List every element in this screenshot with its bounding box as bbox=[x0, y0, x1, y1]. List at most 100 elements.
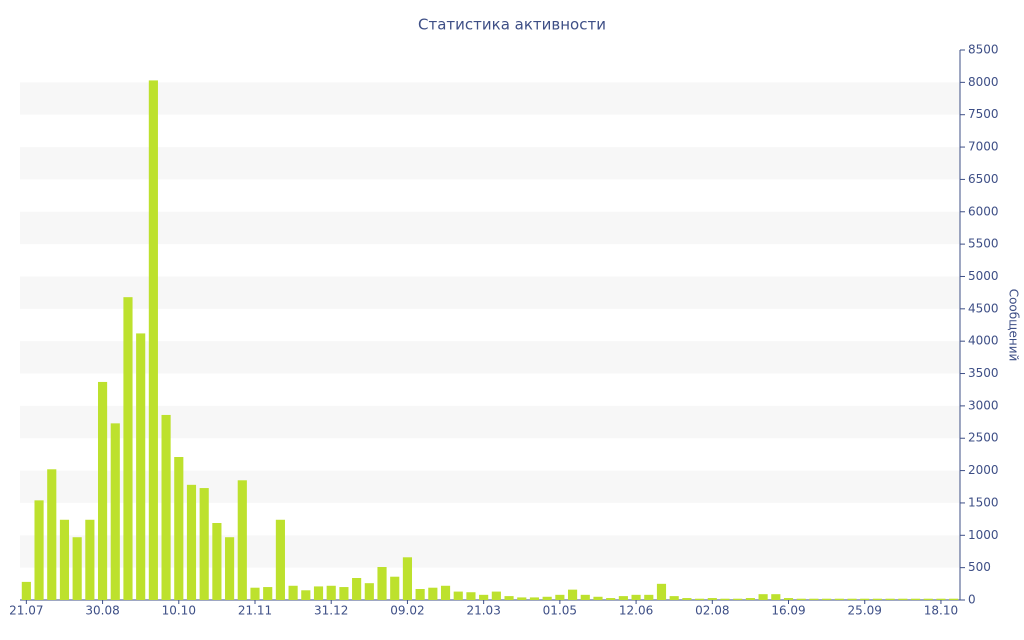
bar bbox=[656, 583, 667, 600]
y-tick-label: 6500 bbox=[968, 172, 999, 186]
bar bbox=[733, 598, 743, 600]
bar bbox=[212, 523, 222, 600]
bar bbox=[822, 598, 832, 600]
bar bbox=[720, 598, 730, 600]
y-tick-label: 3000 bbox=[968, 398, 999, 412]
y-tick-label: 8500 bbox=[968, 43, 999, 57]
bar bbox=[390, 576, 400, 600]
bar bbox=[771, 594, 781, 600]
bar bbox=[136, 333, 146, 600]
bar bbox=[263, 587, 273, 600]
bar bbox=[580, 594, 590, 600]
bar bbox=[97, 381, 108, 600]
x-tick-label: 21.07 bbox=[9, 604, 43, 618]
y-tick-label: 4500 bbox=[968, 301, 999, 315]
y-tick-label: 7000 bbox=[968, 140, 999, 154]
bar bbox=[567, 589, 578, 600]
y-tick-label: 2000 bbox=[968, 463, 999, 477]
x-tick-label: 21.03 bbox=[466, 604, 500, 618]
bar bbox=[491, 591, 501, 600]
bar bbox=[466, 592, 476, 600]
bar bbox=[707, 598, 717, 600]
bar bbox=[898, 598, 908, 600]
bar bbox=[225, 537, 235, 600]
bar bbox=[250, 587, 260, 600]
bar bbox=[34, 500, 44, 600]
bar bbox=[402, 557, 413, 600]
bar bbox=[555, 594, 565, 600]
x-tick-label: 31.12 bbox=[314, 604, 348, 618]
bar bbox=[910, 598, 921, 600]
bar bbox=[339, 587, 349, 600]
bar bbox=[631, 594, 641, 600]
bar bbox=[377, 567, 387, 600]
grid-band bbox=[20, 276, 960, 309]
bar bbox=[428, 587, 438, 600]
y-axis-title: Сообщений bbox=[1007, 289, 1021, 362]
bar bbox=[758, 594, 768, 600]
x-tick-label: 09.02 bbox=[390, 604, 424, 618]
y-tick-label: 2500 bbox=[968, 431, 999, 445]
x-tick-label: 10.10 bbox=[162, 604, 196, 618]
x-tick-label: 30.08 bbox=[85, 604, 119, 618]
grid-band bbox=[20, 211, 960, 245]
bar bbox=[644, 594, 654, 600]
bar bbox=[834, 598, 844, 600]
bar bbox=[59, 519, 70, 600]
y-tick-label: 4000 bbox=[968, 334, 999, 348]
chart-title: Статистика активности bbox=[418, 16, 606, 34]
bar bbox=[593, 596, 603, 600]
grid-band bbox=[20, 535, 960, 568]
x-tick-label: 16.09 bbox=[771, 604, 805, 618]
grid-band bbox=[20, 82, 960, 115]
bar bbox=[123, 297, 133, 600]
bar bbox=[352, 578, 362, 600]
bar bbox=[745, 598, 755, 600]
bar bbox=[110, 423, 120, 600]
x-tick-label: 25.09 bbox=[848, 604, 882, 618]
y-tick-label: 1000 bbox=[968, 528, 999, 542]
y-tick-label: 8000 bbox=[968, 75, 999, 89]
bar bbox=[85, 519, 95, 600]
bar bbox=[923, 598, 933, 600]
y-tick-label: 500 bbox=[968, 560, 991, 574]
bar bbox=[529, 597, 540, 600]
bar bbox=[809, 598, 819, 600]
y-tick-label: 0 bbox=[968, 593, 976, 607]
bar bbox=[517, 597, 527, 600]
y-tick-label: 1500 bbox=[968, 495, 999, 509]
bar bbox=[186, 484, 197, 600]
bar bbox=[148, 80, 158, 601]
bar bbox=[885, 598, 895, 600]
bar bbox=[949, 598, 959, 600]
bar bbox=[313, 586, 324, 600]
x-tick-label: 01.05 bbox=[543, 604, 577, 618]
bar bbox=[161, 414, 171, 600]
bar bbox=[237, 480, 247, 600]
x-tick-label: 18.10 bbox=[924, 604, 958, 618]
x-tick-label: 21.11 bbox=[238, 604, 272, 618]
bar bbox=[479, 594, 489, 600]
x-tick-label: 12.06 bbox=[619, 604, 653, 618]
y-tick-label: 6000 bbox=[968, 204, 999, 218]
y-tick-label: 3500 bbox=[968, 366, 999, 380]
bar bbox=[618, 596, 628, 600]
bar bbox=[440, 585, 451, 600]
bar bbox=[364, 583, 374, 600]
bar bbox=[301, 590, 311, 600]
bar bbox=[872, 598, 883, 600]
y-tick-label: 5500 bbox=[968, 237, 999, 251]
grid-band bbox=[20, 341, 960, 374]
bar bbox=[936, 598, 946, 600]
bar bbox=[453, 591, 463, 600]
y-tick-label: 5000 bbox=[968, 269, 999, 283]
x-tick-label: 02.08 bbox=[695, 604, 729, 618]
bar bbox=[860, 598, 870, 600]
bar bbox=[783, 598, 794, 600]
bar bbox=[504, 596, 514, 600]
grid-band bbox=[20, 405, 960, 439]
bar bbox=[288, 585, 298, 600]
bar bbox=[695, 598, 705, 600]
bar bbox=[72, 537, 82, 600]
